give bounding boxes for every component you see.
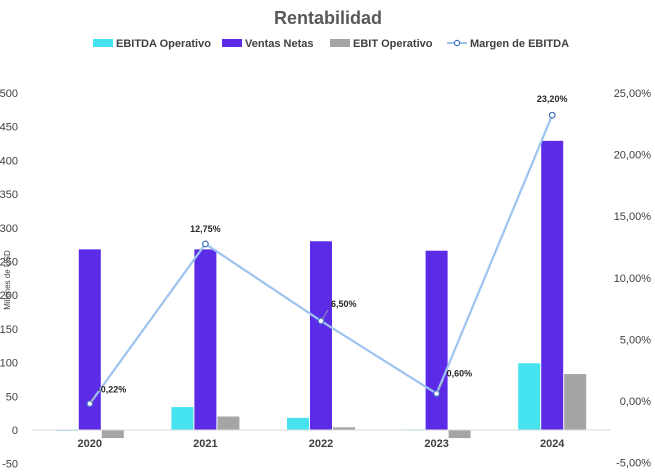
secondary-y-tick-label: 0,00% xyxy=(620,396,651,408)
y-tick-label: 100 xyxy=(0,358,18,370)
y-tick-label: 400 xyxy=(0,155,18,167)
margin-point xyxy=(433,390,441,398)
x-tick-label: 2020 xyxy=(78,438,102,450)
margin-data-label: 6,50% xyxy=(331,299,357,309)
data-label-leader xyxy=(321,309,329,321)
margin-point xyxy=(201,240,209,248)
margin-data-label: 23,20% xyxy=(537,94,568,104)
legend-swatch-ebitda-operativo xyxy=(93,39,113,47)
bar-ebit-operativo-2020 xyxy=(101,430,124,439)
data-label-leader xyxy=(437,379,444,393)
legend-marker-margen-de-ebitda xyxy=(453,39,461,47)
bar-ventas-netas-2024 xyxy=(541,140,564,430)
data-label-leader xyxy=(90,395,96,403)
bar-ebitda-operativo-2021 xyxy=(171,407,194,430)
bars xyxy=(55,140,587,439)
secondary-y-tick-label: 5,00% xyxy=(620,334,651,346)
bar-ventas-netas-2020 xyxy=(78,249,101,430)
legend-swatch-ebit-operativo xyxy=(330,39,350,47)
legend-label-ebit-operativo: EBIT Operativo xyxy=(353,38,433,50)
y-tick-label: 200 xyxy=(0,290,18,302)
y-tick-label: 350 xyxy=(0,189,18,201)
bar-ventas-netas-2023 xyxy=(425,250,448,430)
bar-ebitda-operativo-2022 xyxy=(287,417,309,430)
y-tick-label: 50 xyxy=(6,391,18,403)
margin-line-series: -0,22% 12,75% 6,50% 0,60% 23,20% xyxy=(86,94,568,408)
bar-ebit-operativo-2023 xyxy=(448,430,471,439)
x-tick-label: 2023 xyxy=(424,438,448,450)
legend-label-margen-de-ebitda: Margen de EBITDA xyxy=(470,38,569,50)
bar-ebit-operativo-2022 xyxy=(333,427,355,430)
legend-label-ebitda-operativo: EBITDA Operativo xyxy=(116,38,211,50)
y-tick-label: 450 xyxy=(0,122,18,134)
y-tick-label: 300 xyxy=(0,223,18,235)
margin-data-label: 0,60% xyxy=(447,369,473,379)
bar-ventas-netas-2022 xyxy=(310,241,332,430)
y-tick-label: 0 xyxy=(12,425,18,437)
x-axis-ticks: 2020 2021 2022 2023 2024 xyxy=(78,438,566,450)
secondary-y-tick-label: -5,00% xyxy=(616,458,651,470)
secondary-y-axis-ticks: -5,00% 0,00% 5,00% 10,00% 15,00% 20,00% 25,00% xyxy=(614,88,652,470)
secondary-y-tick-label: 20,00% xyxy=(614,150,652,162)
y-axis-label: Millones de USD xyxy=(3,250,12,310)
bar-ebitda-operativo-2024 xyxy=(518,363,541,430)
legend-swatch-ventas-netas xyxy=(222,39,242,47)
legend-label-ventas-netas: Ventas Netas xyxy=(245,38,313,50)
bar-ebit-operativo-2021 xyxy=(217,416,240,430)
y-tick-label: 250 xyxy=(0,257,18,269)
legend: EBITDA Operativo Ventas Netas EBIT Operati… xyxy=(93,38,569,50)
x-tick-label: 2024 xyxy=(540,438,565,450)
secondary-y-tick-label: 10,00% xyxy=(614,273,652,285)
bar-ebit-operativo-2024 xyxy=(564,374,587,430)
secondary-y-tick-label: 25,00% xyxy=(614,88,652,100)
bar-ventas-netas-2021 xyxy=(194,249,217,430)
secondary-y-tick-label: 15,00% xyxy=(614,211,652,223)
y-axis-ticks: 0 50 100 150 200 250 300 350 400 450 500 -50 xyxy=(0,88,18,471)
x-tick-label: 2022 xyxy=(309,438,333,450)
y-tick-label: 150 xyxy=(0,324,18,336)
y-tick-label: -50 xyxy=(2,459,18,471)
x-tick-label: 2021 xyxy=(193,438,217,450)
margin-point xyxy=(548,111,556,119)
margin-data-label: -0,22% xyxy=(98,385,127,395)
y-tick-label: 500 xyxy=(0,88,18,100)
chart-title: Rentabilidad xyxy=(274,8,382,28)
margin-data-label: 12,75% xyxy=(190,224,221,234)
